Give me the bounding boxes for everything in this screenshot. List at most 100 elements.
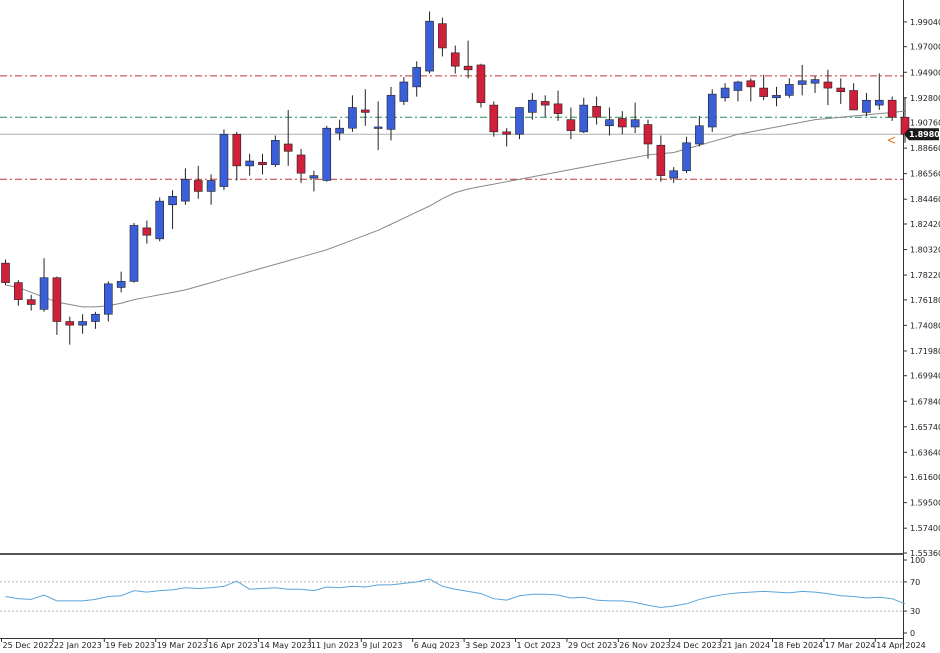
candle-body xyxy=(360,109,370,113)
candle-body xyxy=(515,107,524,135)
candle-body xyxy=(695,125,704,145)
candle-body xyxy=(1,262,10,283)
candle-body xyxy=(438,23,447,49)
x-tick-label: 9 Jul 2023 xyxy=(362,641,402,649)
y-tick-label: 1.55360 xyxy=(910,549,940,558)
x-tick-label: 24 Dec 2023 xyxy=(671,641,722,649)
y-tick-label: 1.65740 xyxy=(910,423,940,432)
x-tick-label: 25 Dec 2022 xyxy=(3,641,54,649)
y-tick-label: 1.74080 xyxy=(910,321,940,330)
candle-body xyxy=(566,119,576,131)
oscillator-tick-label: 100 xyxy=(910,556,925,565)
x-tick-label: 22 Jan 2023 xyxy=(54,641,102,649)
candle-body xyxy=(322,127,332,181)
candle-body xyxy=(746,80,756,88)
y-tick-label: 1.97000 xyxy=(910,43,940,52)
x-tick-label: 14 May 2023 xyxy=(260,641,312,649)
candle-body xyxy=(425,20,434,72)
x-tick-label: 19 Mar 2023 xyxy=(157,641,208,649)
x-tick-label: 21 Jan 2024 xyxy=(722,641,770,649)
candle-body xyxy=(502,131,511,135)
candle-body xyxy=(232,133,242,167)
x-tick-label: 3 Sep 2023 xyxy=(465,641,511,649)
candle-body xyxy=(348,107,357,129)
candle-body xyxy=(219,133,229,187)
x-tick-label: 29 Oct 2023 xyxy=(568,641,617,649)
candle-body xyxy=(849,90,858,111)
x-tick-label: 26 Nov 2023 xyxy=(619,641,670,649)
y-tick-label: 1.59500 xyxy=(910,499,940,508)
candle-body xyxy=(181,178,190,202)
y-tick-label: 1.63640 xyxy=(910,448,940,457)
candle-body xyxy=(656,144,666,176)
candle-body xyxy=(91,313,100,322)
current-price-arrow-icon xyxy=(887,136,896,144)
y-tick-label: 1.94900 xyxy=(910,68,940,77)
oscillator-tick-label: 30 xyxy=(910,607,920,616)
candle-body xyxy=(682,142,691,172)
candle-body xyxy=(14,282,23,300)
candle-body xyxy=(373,126,383,129)
y-tick-label: 1.92800 xyxy=(910,94,940,103)
candle-body xyxy=(759,87,768,97)
candle-body xyxy=(476,64,486,103)
candle-body xyxy=(129,225,139,282)
candle-body xyxy=(797,80,807,85)
candle-body xyxy=(52,277,62,322)
candle-body xyxy=(733,81,743,91)
candle-body xyxy=(142,227,152,236)
candle-body xyxy=(399,81,409,102)
candle-body xyxy=(296,154,306,174)
y-tick-label: 1.67840 xyxy=(910,397,940,406)
x-tick-label: 11 Jun 2023 xyxy=(311,641,359,649)
y-tick-label: 1.78220 xyxy=(910,271,940,280)
x-tick-label: 14 Apr 2024 xyxy=(876,641,925,649)
candle-body xyxy=(592,106,601,118)
y-tick-label: 1.76180 xyxy=(910,296,940,305)
candle-body xyxy=(823,81,833,89)
candle-body xyxy=(26,299,36,305)
candle-body xyxy=(579,104,589,133)
candle-body xyxy=(862,99,871,113)
candle-body xyxy=(874,99,884,106)
candle-body xyxy=(335,127,344,134)
candle-body xyxy=(309,175,319,179)
candle-body xyxy=(669,170,679,179)
candle-body xyxy=(785,84,794,96)
candle-body xyxy=(258,161,267,165)
candle-body xyxy=(412,67,422,88)
candle-body xyxy=(720,87,730,99)
x-tick-label: 17 Mar 2024 xyxy=(825,641,876,649)
y-tick-label: 1.69940 xyxy=(910,372,940,381)
y-tick-label: 1.82420 xyxy=(910,220,940,229)
candle-body xyxy=(193,180,203,192)
candle-body xyxy=(540,101,550,106)
candle-body xyxy=(553,103,563,114)
x-tick-label: 19 Feb 2023 xyxy=(105,641,155,649)
candle-body xyxy=(168,195,177,206)
candle-body xyxy=(489,104,499,133)
y-tick-label: 1.80320 xyxy=(910,246,940,255)
y-tick-label: 1.99040 xyxy=(910,18,940,27)
candle-body xyxy=(617,118,627,128)
current-price-tag xyxy=(904,128,939,141)
y-tick-label: 1.57400 xyxy=(910,524,940,533)
candle-body xyxy=(643,124,653,145)
candle-body xyxy=(772,95,781,99)
candle-body xyxy=(463,65,473,71)
y-tick-label: 1.61600 xyxy=(910,473,940,482)
y-tick-label: 1.71980 xyxy=(910,347,940,356)
candle-body xyxy=(386,95,396,130)
y-tick-label: 1.88660 xyxy=(910,144,940,153)
y-tick-label: 1.84460 xyxy=(910,195,940,204)
candle-body xyxy=(271,140,280,165)
oscillator-tick-label: 70 xyxy=(910,578,920,587)
y-tick-label: 1.90760 xyxy=(910,119,940,128)
candle-body xyxy=(155,200,164,240)
candle-body xyxy=(65,321,75,326)
candle-body xyxy=(78,321,87,326)
candle-body xyxy=(104,283,113,315)
candle-body xyxy=(630,119,640,128)
